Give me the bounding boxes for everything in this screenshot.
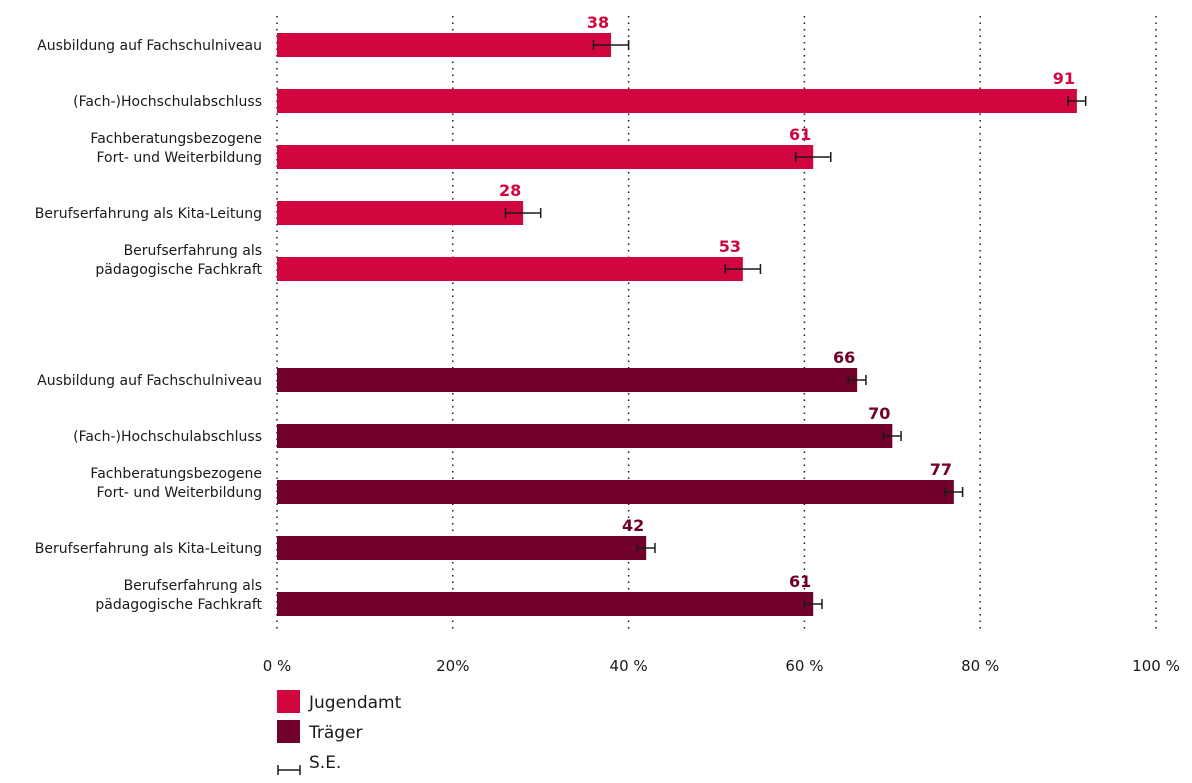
legend-label: Jugendamt <box>308 693 402 713</box>
bar-jugendamt <box>277 89 1077 113</box>
error-bar <box>724 264 762 274</box>
data-label: 61 <box>789 572 811 591</box>
category-label: Fachberatungsbezogene Fort- und Weiterbil… <box>90 466 262 501</box>
bar-träger <box>277 424 893 448</box>
x-tick-label: 0 % <box>263 657 292 675</box>
category-label: Berufserfahrung als Kita-Leitung <box>35 541 262 557</box>
x-tick-label: 20% <box>436 657 469 675</box>
error-bar <box>592 40 630 50</box>
data-label: 28 <box>499 181 521 200</box>
category-label: Ausbildung auf Fachschulniveau <box>37 38 262 54</box>
legend: Jugendamt Träger S.E. <box>277 690 402 775</box>
error-bar <box>847 375 867 385</box>
data-label: 61 <box>789 125 811 144</box>
error-bar <box>944 487 964 497</box>
error-bar <box>794 152 832 162</box>
legend-item: S.E. <box>277 753 341 775</box>
data-label: 53 <box>719 237 741 256</box>
x-tick-label: 100 % <box>1132 657 1180 675</box>
data-label: 77 <box>930 460 952 479</box>
x-tick-label: 80 % <box>961 657 999 675</box>
legend-label: S.E. <box>309 753 341 773</box>
category-label: Ausbildung auf Fachschulniveau <box>37 373 262 389</box>
error-bar <box>504 208 542 218</box>
category-label: (Fach-)Hochschulabschluss <box>73 94 262 110</box>
bars: 38 91 61 28 53 66 70 77 42 61 <box>277 13 1087 616</box>
category-label-line: pädagogische Fachkraft <box>95 262 262 278</box>
category-label: Berufserfahrung als Kita-Leitung <box>35 206 262 222</box>
bar-träger <box>277 480 954 504</box>
x-tick-label: 40 % <box>610 657 648 675</box>
data-label: 42 <box>622 516 644 535</box>
category-label-line: Fachberatungsbezogene <box>90 466 262 482</box>
bar-träger <box>277 368 858 392</box>
legend-swatch <box>277 690 300 713</box>
category-label: Berufserfahrung als pädagogische Fachkraf… <box>95 243 262 278</box>
bar-jugendamt <box>277 145 814 169</box>
data-label: 38 <box>587 13 609 32</box>
category-label-line: Fachberatungsbezogene <box>90 131 262 147</box>
legend-swatch <box>277 720 300 743</box>
error-bar <box>1067 96 1087 106</box>
bar-jugendamt <box>277 257 743 281</box>
category-label-line: Berufserfahrung als <box>124 243 262 259</box>
data-label: 91 <box>1053 69 1075 88</box>
error-bar <box>882 431 902 441</box>
error-bar <box>636 543 656 553</box>
category-label: (Fach-)Hochschulabschluss <box>73 429 262 445</box>
bar-träger <box>277 536 647 560</box>
bar-jugendamt <box>277 201 524 225</box>
data-label: 66 <box>833 348 855 367</box>
category-labels: Ausbildung auf Fachschulniveau (Fach-)Hoc… <box>35 38 263 613</box>
bar-jugendamt <box>277 33 612 57</box>
category-label-line: Fort- und Weiterbildung <box>96 485 262 501</box>
data-label: 70 <box>868 404 890 423</box>
legend-item: Träger <box>277 720 363 743</box>
bar-träger <box>277 592 814 616</box>
x-axis-ticks: 0 % 20% 40 % 60 % 80 % 100 % <box>263 657 1180 675</box>
error-bar <box>803 599 823 609</box>
category-label: Fachberatungsbezogene Fort- und Weiterbil… <box>90 131 262 166</box>
category-label-line: Berufserfahrung als <box>124 578 262 594</box>
legend-item: Jugendamt <box>277 690 402 713</box>
category-label: Berufserfahrung als pädagogische Fachkraf… <box>95 578 262 613</box>
x-tick-label: 60 % <box>785 657 823 675</box>
category-label-line: pädagogische Fachkraft <box>95 597 262 613</box>
category-label-line: Fort- und Weiterbildung <box>96 150 262 166</box>
legend-label: Träger <box>308 723 363 743</box>
